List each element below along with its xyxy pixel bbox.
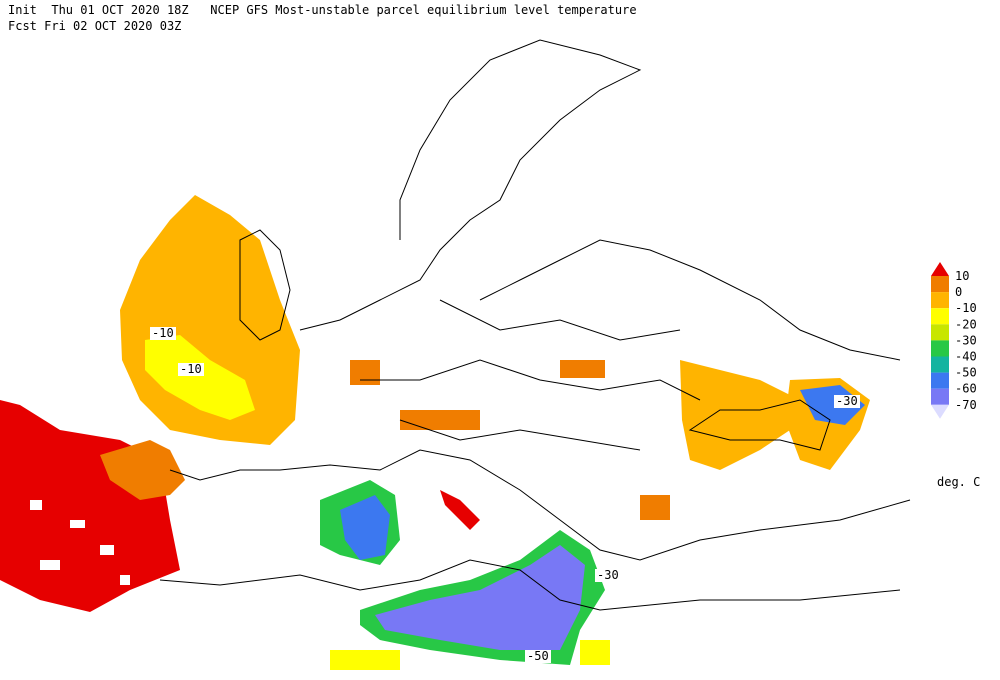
coastline-black-sea (688, 399, 831, 451)
legend-label: -20 (955, 317, 977, 331)
coastline-britain (239, 229, 291, 341)
header-line1: Init Thu 01 OCT 2020 18Z NCEP GFS Most-u… (8, 3, 637, 17)
contour-label-bg (178, 363, 204, 376)
contour-label: -10 (180, 362, 202, 376)
contour-label: -30 (836, 394, 858, 408)
legend-label: -10 (955, 301, 977, 315)
legend-triangle-bottom (931, 404, 949, 419)
contour-label: -30 (597, 568, 619, 582)
coastlines (159, 39, 911, 611)
legend-label: -30 (955, 333, 977, 347)
field-yellow (145, 335, 255, 420)
field-yellow-south (330, 640, 610, 670)
contour-label-bg (595, 569, 621, 582)
borders (360, 299, 701, 451)
field-orange (100, 440, 185, 500)
field-slate-central (375, 545, 585, 650)
legend-box (931, 388, 949, 405)
legend-label: -50 (955, 366, 977, 380)
contour-label-bg (150, 327, 176, 340)
legend-label: -40 (955, 350, 977, 364)
field-blue-west (340, 495, 390, 560)
legend-label: 0 (955, 285, 962, 299)
coastline-south-europe (169, 449, 911, 561)
legend-box (931, 308, 949, 325)
field-gaps (30, 500, 130, 585)
legend-label: 10 (955, 269, 969, 283)
contour-label: -50 (527, 649, 549, 663)
contour-labels: -10 -10 -30 -30 -50 (150, 326, 860, 663)
field-red-italy (440, 490, 480, 530)
header-line2: Fcst Fri 02 OCT 2020 03Z (8, 19, 181, 33)
legend-triangle-top (931, 262, 949, 276)
legend-label: -70 (955, 398, 977, 412)
field-orange-spots (350, 360, 670, 520)
legend-box (931, 372, 949, 389)
legend: 10 0 -10 -20 -30 -40 -50 -60 -70 (931, 262, 977, 419)
contour-label-bg (525, 650, 551, 663)
coastline-baltic-east (479, 239, 901, 361)
legend-label: -60 (955, 382, 977, 396)
legend-box (931, 324, 949, 341)
field-amber-east (680, 360, 790, 470)
legend-box (931, 292, 949, 309)
legend-box (931, 356, 949, 373)
legend-box (931, 276, 949, 293)
coastline-africa (159, 559, 901, 611)
contour-label-bg (834, 395, 860, 408)
contour-label: -10 (152, 326, 174, 340)
map-fields (0, 195, 870, 670)
legend-box (931, 340, 949, 357)
field-red (0, 400, 180, 612)
legend-unit: deg. C (937, 475, 980, 489)
coastline-scandinavia (299, 39, 642, 331)
